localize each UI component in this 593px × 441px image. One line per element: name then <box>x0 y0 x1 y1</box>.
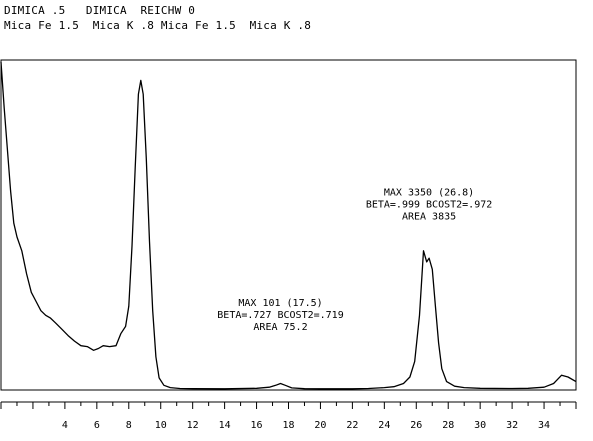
x-tick-label: 30 <box>474 420 486 431</box>
x-tick-label: 34 <box>538 420 550 431</box>
x-tick-label: 28 <box>442 420 454 431</box>
x-tick-label: 14 <box>219 420 231 431</box>
annotation-line: BETA=.999 BCOST2=.972 <box>366 200 492 211</box>
x-tick-label: 20 <box>314 420 326 431</box>
x-tick-label: 18 <box>282 420 294 431</box>
annotation-line: AREA 3835 <box>402 212 456 223</box>
annotation-peak-26: MAX 3350 (26.8)BETA=.999 BCOST2=.972AREA… <box>366 188 492 223</box>
x-tick-label: 6 <box>94 420 100 431</box>
x-tick-label: 16 <box>251 420 263 431</box>
annotation-line: AREA 75.2 <box>253 322 307 333</box>
annotation-line: MAX 3350 (26.8) <box>384 188 474 199</box>
x-tick-label: 32 <box>506 420 518 431</box>
annotation-line: MAX 101 (17.5) <box>238 298 322 309</box>
x-axis: 4 6 8 10 12 14 16 18 20 22 24 26 28 30 32 34 <box>0 401 577 431</box>
x-tick-label: 10 <box>155 420 167 431</box>
x-tick-label: 26 <box>410 420 422 431</box>
plot-frame <box>0 59 577 391</box>
x-tick-label: 22 <box>346 420 358 431</box>
header-line-2: Mica Fe 1.5 Mica K .8 Mica Fe 1.5 Mica K… <box>4 19 312 32</box>
x-tick-label: 24 <box>378 420 390 431</box>
x-tick-label: 12 <box>187 420 199 431</box>
series-group <box>0 61 577 390</box>
annotation-peak-17: MAX 101 (17.5)BETA=.727 BCOST2=.719AREA … <box>217 298 343 333</box>
x-tick-label: 4 <box>62 420 68 431</box>
x-tick-label: 8 <box>126 420 132 431</box>
annotation-line: BETA=.727 BCOST2=.719 <box>217 310 343 321</box>
series-line <box>0 61 577 390</box>
annotations: MAX 101 (17.5)BETA=.727 BCOST2=.719AREA … <box>217 188 492 334</box>
header-line-1: DIMICA .5 DIMICA REICHW 0 <box>4 4 196 17</box>
